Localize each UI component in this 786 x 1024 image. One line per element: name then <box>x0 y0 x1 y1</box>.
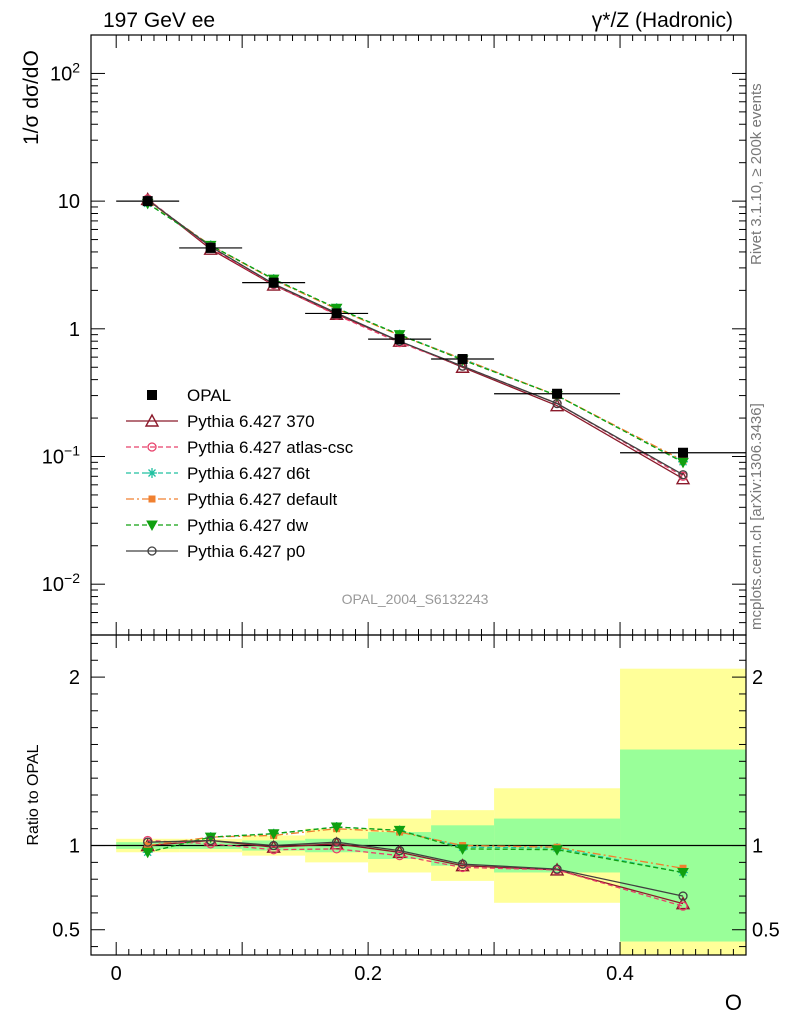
analysis-id: OPAL_2004_S6132243 <box>342 591 489 607</box>
ratio-marker-dw <box>393 825 406 837</box>
main-panel: 10−2 10−1 1 10 102 1/σ dσ/dO <box>20 34 747 636</box>
ratio-marker-p0 <box>552 864 562 874</box>
ratio-marker-p0 <box>206 835 216 846</box>
ratio-marker-p0 <box>331 837 342 847</box>
x-tick-label: 0.4 <box>606 963 634 985</box>
marker-dw <box>677 457 689 469</box>
legend-marker-default <box>148 495 156 503</box>
title-left: 197 GeV ee <box>103 9 215 32</box>
legend-label-d6t: Pythia 6.427 d6t <box>187 464 310 483</box>
data-point <box>552 388 563 399</box>
title-right: γ*/Z (Hadronic) <box>592 9 733 32</box>
y-tick-label: 1 <box>69 319 80 341</box>
data-point <box>394 334 405 345</box>
ratio-panel: 0.5 0.5 1 1 2 2 0 0.2 0.4 Ratio to OPAL O <box>25 634 780 1015</box>
ratio-marker-p0 <box>143 837 153 847</box>
legend-label-atlas: Pythia 6.427 atlas-csc <box>187 438 354 457</box>
y-tick-label: 10−2 <box>42 570 80 596</box>
ratio-y-tick-label: 1 <box>69 836 80 858</box>
marker-p0 <box>552 398 562 409</box>
legend-label-dw: Pythia 6.427 dw <box>187 516 309 535</box>
y-tick-label: 10 <box>58 191 80 213</box>
data-point <box>142 196 153 207</box>
ratio-marker-p0 <box>394 845 405 856</box>
legend-label-p370: Pythia 6.427 370 <box>187 412 315 431</box>
ratio-y-tick-label-right: 1 <box>752 836 763 858</box>
ratio-marker-atlas <box>394 850 405 861</box>
data-point <box>268 277 279 288</box>
legend-label-default: Pythia 6.427 default <box>187 490 338 509</box>
ratio-marker-dw <box>141 847 154 859</box>
x-axis-label: O <box>725 990 742 1015</box>
legend-label-data: OPAL <box>187 386 231 405</box>
ratio-marker-p370 <box>329 836 344 850</box>
ratio-marker-dw <box>456 844 469 855</box>
y-tick-label: 10−1 <box>42 443 80 469</box>
ratio-marker-dw <box>551 845 563 856</box>
side-label-bottom: mcplots.cern.ch [arXiv:1306.3436] <box>748 403 765 630</box>
data-point <box>205 242 216 253</box>
legend-marker-p370 <box>144 413 160 427</box>
ratio-line-p0 <box>147 839 684 897</box>
ratio-marker-dw <box>330 822 343 834</box>
data-point <box>331 308 342 319</box>
ratio-y-tick-label: 2 <box>69 667 80 689</box>
legend: OPAL Pythia 6.427 370 Pythia 6.427 atlas-c… <box>126 386 354 561</box>
ratio-marker-atlas <box>678 901 688 911</box>
ratio-marker-dw <box>267 829 280 840</box>
y-axis-label: 1/σ dσ/dO <box>20 50 43 145</box>
ratio-y-tick-label: 0.5 <box>52 920 80 942</box>
legend-marker-p0 <box>147 546 157 556</box>
ratio-y-tick-label-right: 0.5 <box>752 920 780 942</box>
marker-p0 <box>678 470 688 480</box>
legend-marker-data <box>147 390 157 400</box>
side-label-top: Rivet 3.1.10, ≥ 200k events <box>748 83 765 265</box>
x-tick-label: 0.2 <box>354 963 382 985</box>
ratio-line-dw <box>147 826 684 874</box>
legend-marker-d6t <box>147 468 157 478</box>
series-line-p0 <box>147 199 684 476</box>
ratio-marker-atlas <box>457 862 468 873</box>
ratio-marker-atlas <box>331 844 342 854</box>
x-tick-label: 0 <box>111 963 122 985</box>
y-tick-label: 102 <box>50 59 80 85</box>
ratio-marker-dw <box>677 867 689 879</box>
series-line-dw <box>147 202 684 463</box>
legend-label-p0: Pythia 6.427 p0 <box>187 542 305 561</box>
legend-marker-dw <box>146 520 158 532</box>
ratio-marker-p0 <box>678 891 688 901</box>
ratio-y-axis-label: Ratio to OPAL <box>25 744 42 845</box>
data-point <box>678 447 689 458</box>
ratio-y-tick-label-right: 2 <box>752 667 763 689</box>
ratio-marker-p0 <box>457 859 468 869</box>
ratio-marker-p0 <box>268 840 279 851</box>
legend-marker-atlas <box>147 442 157 452</box>
series-line-atlas <box>147 198 684 477</box>
ratio-line-default <box>147 828 684 869</box>
data-point <box>457 354 468 365</box>
ratio-line-atlas <box>147 839 684 907</box>
